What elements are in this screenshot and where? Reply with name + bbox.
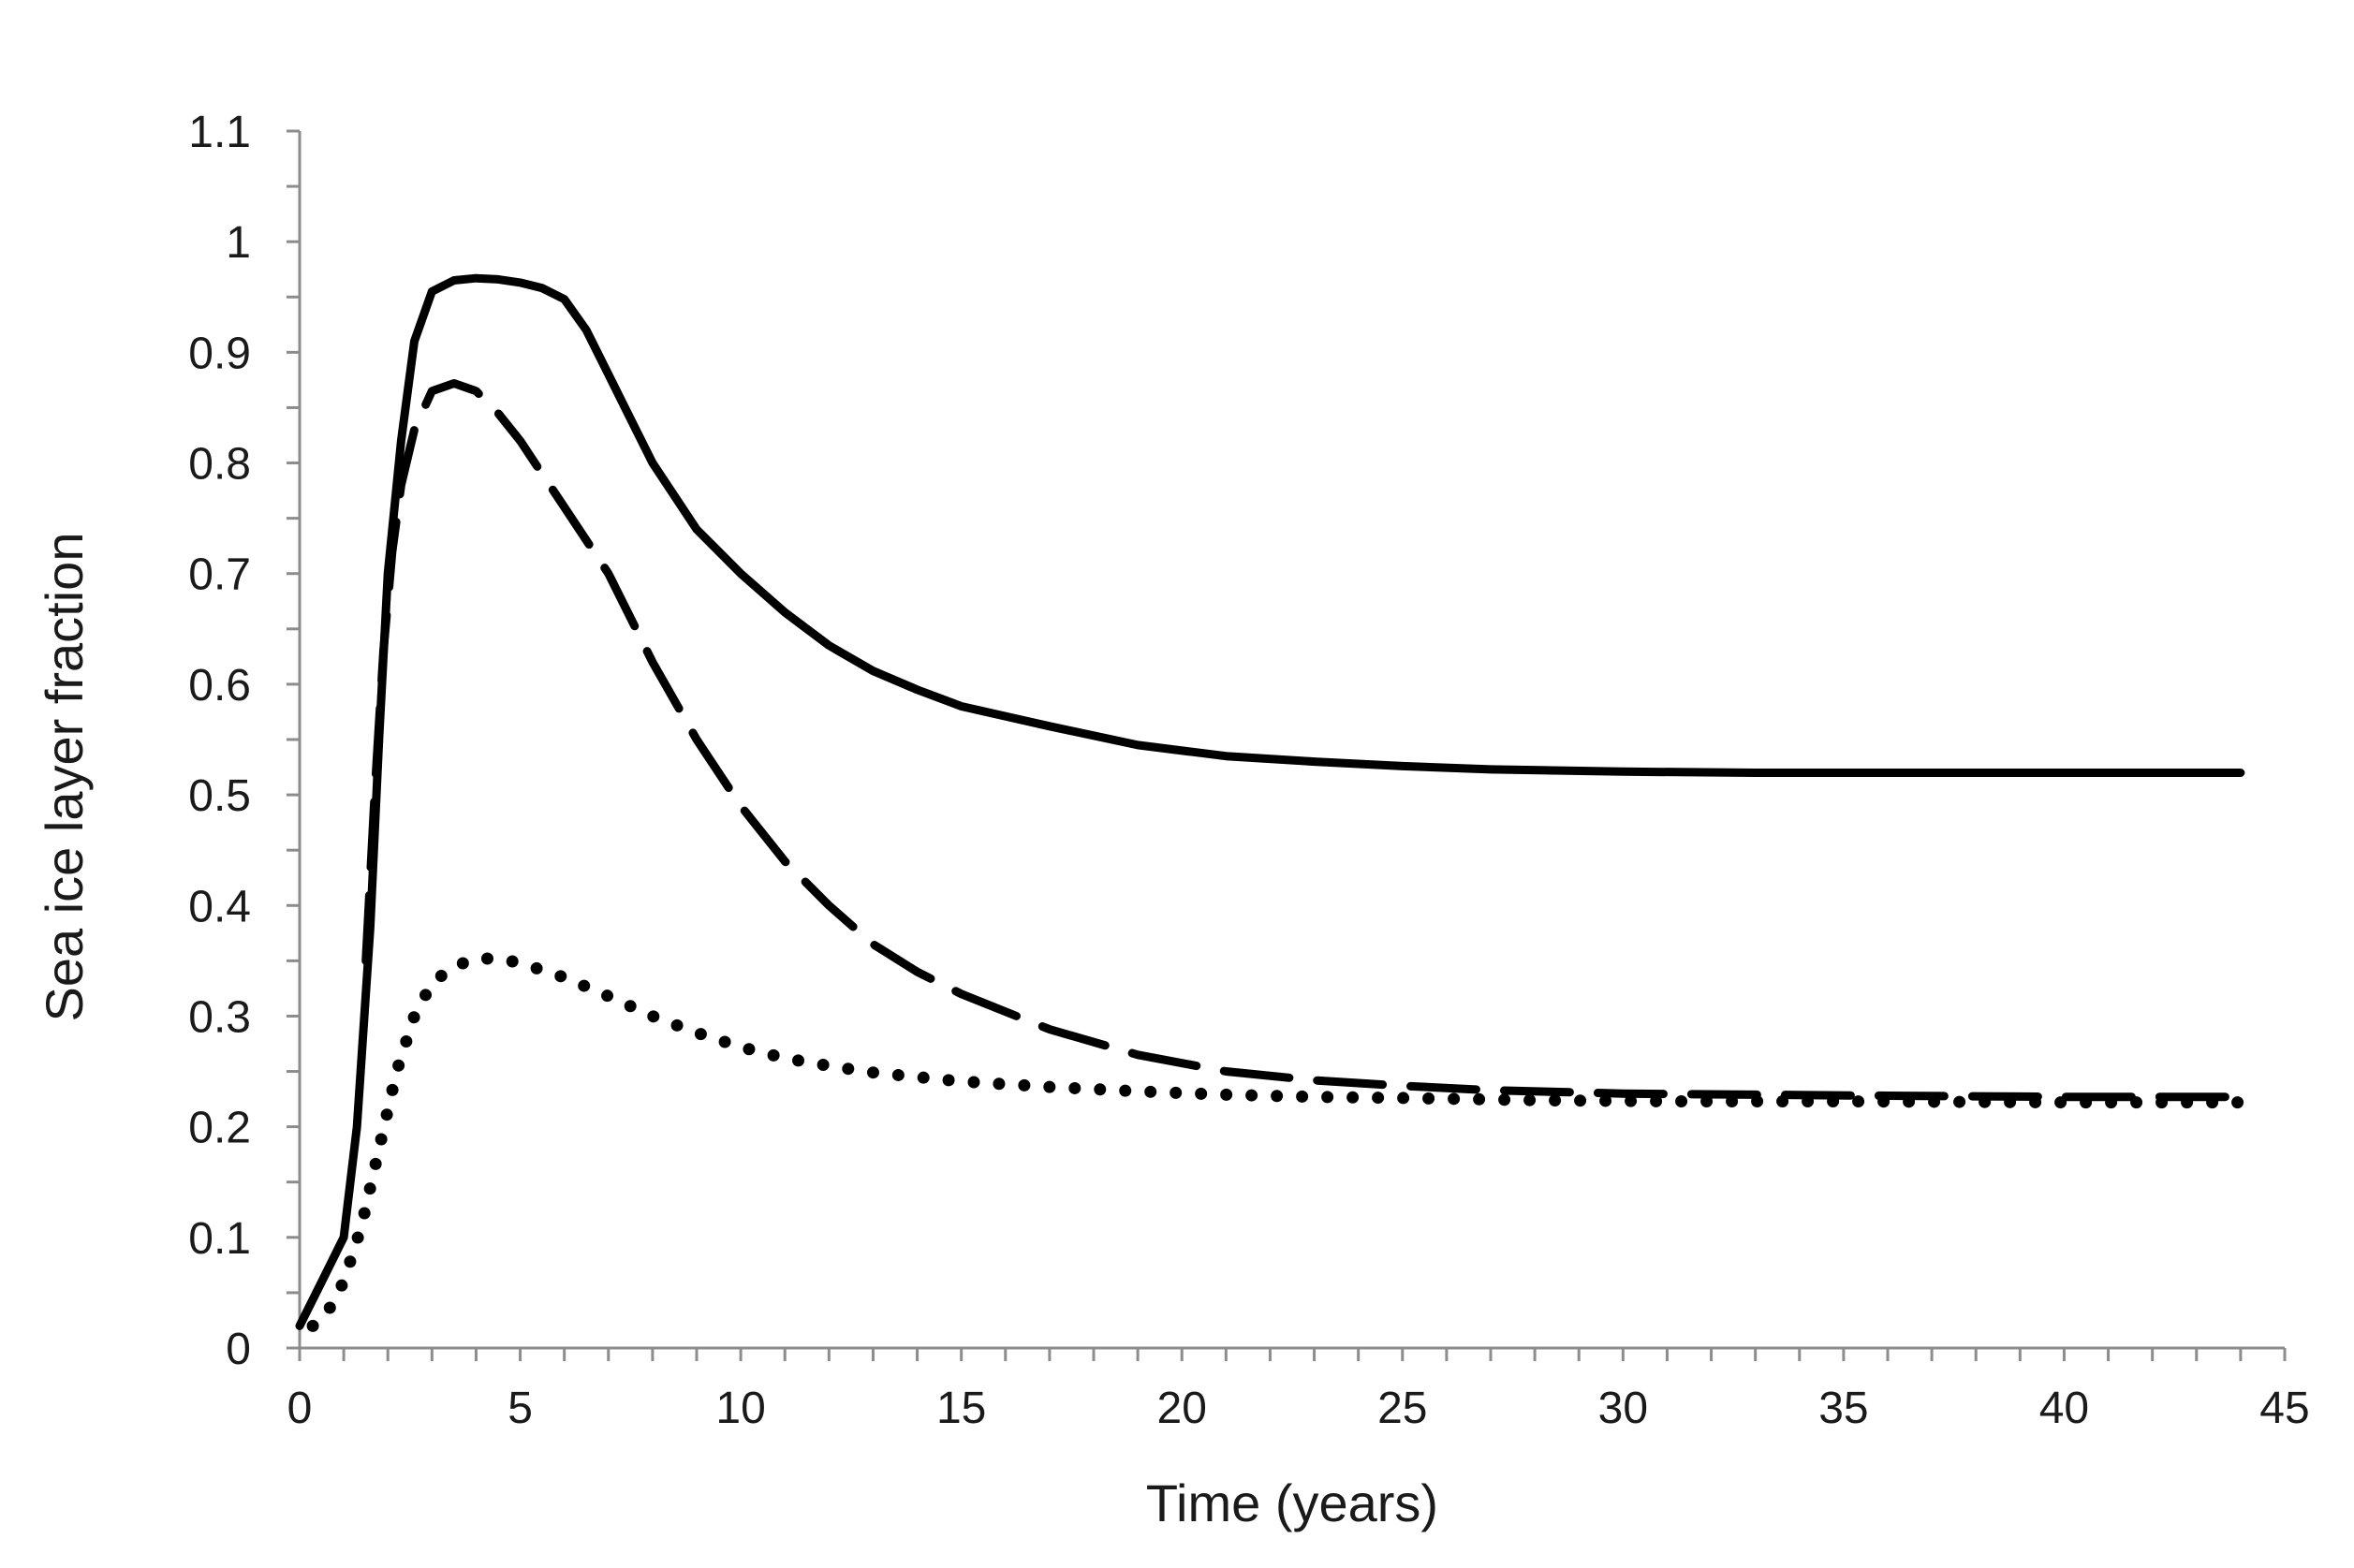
x-tick-label: 40	[2039, 1384, 2089, 1433]
x-tick-label: 10	[715, 1384, 765, 1433]
x-tick-label: 20	[1157, 1384, 1207, 1433]
y-tick-label: 0.3	[188, 992, 251, 1042]
x-tick-label: 15	[936, 1384, 986, 1433]
y-tick-label: 0.5	[188, 771, 251, 821]
y-tick-label: 0.8	[188, 440, 251, 490]
y-tick-label: 0.4	[188, 882, 251, 931]
x-tick-label: 35	[1818, 1384, 1868, 1433]
x-tick-label: 25	[1377, 1384, 1427, 1433]
series-layer	[295, 273, 2247, 1332]
y-tick-label: 1.1	[188, 108, 251, 157]
x-tick-label: 30	[1598, 1384, 1648, 1433]
x-tick-label: 5	[508, 1384, 533, 1433]
series-line-dotted	[306, 952, 2247, 1332]
axes: 0 0.1 0.2 0.3 0.4 0.5 0.6 0.7 0.8 0.9 1 1.1 0 5 10 15 20…	[188, 108, 2309, 1433]
x-tick-label: 0	[287, 1384, 313, 1433]
y-tick-label: 0.9	[188, 329, 251, 378]
y-tick-label: 1	[226, 218, 251, 268]
series-line-solid	[295, 273, 2245, 1330]
y-axis-title: Sea ice layer fraction	[35, 533, 94, 1022]
y-tick-label: 0.7	[188, 550, 251, 600]
y-tick-label: 0.6	[188, 661, 251, 711]
y-tick-label: 0.2	[188, 1104, 251, 1153]
series-line-dashed	[361, 379, 2245, 1102]
x-tick-label: 45	[2259, 1384, 2309, 1433]
x-axis-title: Time (years)	[1146, 1473, 1438, 1532]
y-tick-label: 0	[226, 1325, 251, 1374]
y-tick-label: 0.1	[188, 1214, 251, 1264]
